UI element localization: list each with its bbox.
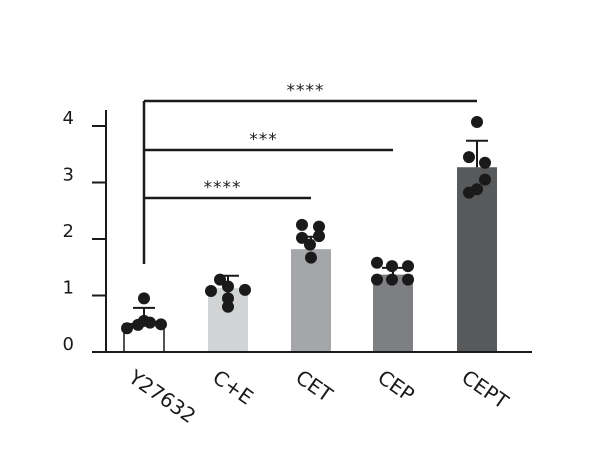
data-point bbox=[305, 251, 317, 264]
data-point bbox=[214, 273, 226, 286]
data-point bbox=[121, 322, 133, 335]
data-point bbox=[471, 116, 483, 129]
significance-label: **** bbox=[204, 178, 242, 198]
data-point bbox=[471, 183, 483, 196]
y-tick-label: 4 bbox=[63, 108, 74, 129]
data-point bbox=[313, 230, 325, 243]
bar-cep bbox=[373, 274, 413, 352]
x-tick-label: CEP bbox=[373, 365, 418, 407]
data-point bbox=[138, 292, 150, 305]
data-point bbox=[371, 273, 383, 286]
significance-group: *********** bbox=[142, 81, 477, 264]
bar-cept bbox=[457, 167, 497, 352]
data-point bbox=[222, 280, 234, 293]
data-point bbox=[463, 151, 475, 164]
significance-label: *** bbox=[249, 130, 278, 150]
data-point bbox=[296, 218, 308, 231]
x-tick-label: CET bbox=[291, 365, 337, 407]
data-point bbox=[138, 314, 150, 327]
x-tick-label: CEPT bbox=[457, 365, 513, 414]
significance-label: **** bbox=[287, 81, 325, 101]
data-point bbox=[222, 300, 234, 313]
data-point bbox=[155, 318, 167, 331]
data-point bbox=[296, 231, 308, 244]
bar-cet bbox=[291, 249, 331, 352]
data-point bbox=[304, 238, 316, 251]
data-points-group bbox=[121, 116, 491, 335]
data-point bbox=[205, 284, 217, 297]
y-tick-label: 1 bbox=[63, 278, 74, 299]
data-point bbox=[386, 273, 398, 286]
y-tick-label: 0 bbox=[63, 334, 74, 355]
data-point bbox=[371, 256, 383, 269]
data-point bbox=[479, 173, 491, 186]
data-point bbox=[313, 220, 325, 233]
data-point bbox=[479, 156, 491, 169]
data-point bbox=[402, 260, 414, 273]
x-tick-label: Y27632 bbox=[124, 364, 201, 428]
y-tick-label: 3 bbox=[63, 165, 74, 186]
x-tick-label: C+E bbox=[208, 365, 257, 410]
data-point bbox=[402, 273, 414, 286]
y-tick-label: 2 bbox=[63, 221, 74, 242]
data-point bbox=[222, 292, 234, 305]
data-point bbox=[239, 283, 251, 296]
data-point bbox=[386, 260, 398, 273]
